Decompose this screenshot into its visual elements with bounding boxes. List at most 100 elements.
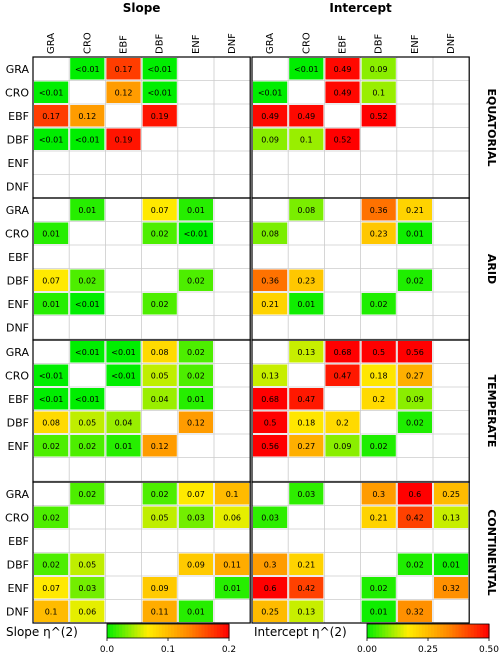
heatmap-cell: [178, 269, 213, 291]
cell-value: 0.21: [370, 513, 388, 522]
cell-value: 0.02: [151, 300, 169, 309]
colorbar-segment: [146, 624, 151, 638]
cell-value: 0.21: [297, 560, 315, 569]
column-label: DBF: [374, 33, 385, 54]
cell-value: 0.32: [406, 607, 424, 616]
row-label: DBF: [7, 133, 29, 146]
cell-value: 0.3: [264, 560, 277, 569]
heatmap-cell: [70, 435, 105, 457]
cell-value: 0.49: [334, 65, 352, 74]
heatmap-cell: [434, 483, 469, 505]
colorbar-segment: [412, 624, 417, 638]
heatmap-cell: [215, 483, 250, 505]
heatmap-cell: [178, 600, 213, 622]
row-label: ENF: [7, 298, 29, 311]
heatmap-cell: [253, 435, 288, 457]
cell-value: 0.23: [297, 276, 315, 285]
heatmap-cell: [106, 81, 141, 103]
cell-value: 0.01: [187, 206, 205, 215]
colorbar-segment: [449, 624, 453, 638]
cell-value: 0.02: [370, 442, 388, 451]
cell-value: 0.08: [151, 348, 169, 357]
heatmap-cell: [142, 58, 177, 80]
row-label: DNF: [6, 180, 29, 193]
cell-value: <0.01: [294, 65, 319, 74]
colorbar-segment: [158, 624, 163, 638]
row-label: DBF: [7, 558, 29, 571]
colorbar-segment: [140, 624, 145, 638]
heatmap-cell: [253, 269, 288, 291]
heatmap-cell: [106, 341, 141, 363]
cell-value: 0.12: [151, 442, 169, 451]
heatmap-cell: [142, 483, 177, 505]
cell-value: 0.02: [42, 442, 60, 451]
column-label: CRO: [82, 32, 93, 54]
cell-value: 0.1: [372, 88, 385, 97]
panel-title: Slope: [123, 1, 161, 15]
heatmap-cell: [253, 411, 288, 433]
cell-value: 0.49: [297, 112, 315, 121]
colorbar-segment: [198, 624, 203, 638]
colorbar-segment: [452, 624, 457, 638]
colorbar-segment: [470, 624, 475, 638]
cell-value: 0.19: [115, 135, 133, 144]
column-label: ENF: [410, 34, 421, 54]
cell-value: 0.27: [406, 371, 424, 380]
heatmap-cell: [34, 506, 69, 528]
column-label: DBF: [155, 33, 166, 54]
heatmap-cell: [178, 483, 213, 505]
panel-frame: [251, 481, 470, 624]
heatmap-cell: [34, 128, 69, 150]
heatmap-cell: [178, 411, 213, 433]
cell-value: <0.01: [39, 371, 64, 380]
cell-value: 0.13: [297, 348, 315, 357]
colorbar-segment: [373, 624, 377, 638]
colorbar-segment: [476, 624, 481, 638]
heatmap-cell: [361, 341, 396, 363]
heatmap-cell: [253, 222, 288, 244]
row-label: GRA: [6, 346, 30, 359]
colorbar-segment: [152, 624, 157, 638]
heatmap-cell: [253, 293, 288, 315]
zone-label: EQUATORIAL: [485, 88, 498, 166]
cell-value: 0.17: [115, 65, 133, 74]
cell-value: 0.09: [406, 395, 424, 404]
heatmap-cell: [289, 269, 324, 291]
cell-value: 0.12: [78, 112, 96, 121]
colorbar-tick-label: 0.0: [100, 645, 115, 655]
heatmap-cell: [70, 199, 105, 221]
row-label: GRA: [6, 63, 30, 76]
colorbar-segment: [180, 624, 184, 638]
colorbar-segment: [485, 624, 490, 638]
cell-value: 0.23: [370, 229, 388, 238]
heatmap-cell: [361, 388, 396, 410]
heatmap-cell: [106, 364, 141, 386]
colorbar-segment: [428, 624, 432, 638]
heatmap-cell: [289, 341, 324, 363]
cell-value: 0.01: [42, 229, 60, 238]
heatmap-cell: [253, 364, 288, 386]
heatmap-cell: [34, 222, 69, 244]
row-label: CRO: [5, 227, 29, 240]
colorbar-segment: [174, 624, 178, 638]
heatmap-cell: [178, 199, 213, 221]
heatmap-cell: [70, 411, 105, 433]
colorbar-segment: [446, 624, 450, 638]
column-label: DNF: [446, 33, 457, 54]
colorbar-segment: [137, 624, 142, 638]
heatmap-cell: [178, 553, 213, 575]
cell-value: 0.03: [78, 584, 96, 593]
row-label: DBF: [7, 274, 29, 287]
heatmap-cell: [106, 435, 141, 457]
cell-value: 0.01: [187, 607, 205, 616]
colorbar-segment: [388, 624, 392, 638]
heatmap-cell: [397, 506, 432, 528]
column-label: EBF: [338, 35, 349, 54]
cell-value: 0.01: [297, 300, 315, 309]
heatmap-cell: [289, 58, 324, 80]
cell-value: <0.01: [39, 395, 64, 404]
colorbar-segment: [409, 624, 414, 638]
cell-value: 0.21: [261, 300, 279, 309]
colorbar-segment: [192, 624, 197, 638]
